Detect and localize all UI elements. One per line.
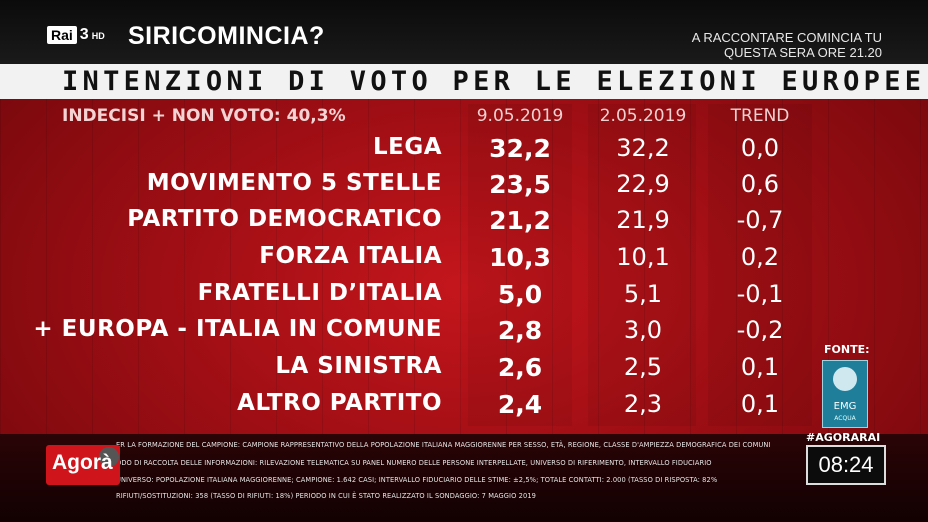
column-header-current: 9.05.2019 xyxy=(476,106,564,126)
party-name: FRATELLI D’ITALIA xyxy=(197,280,442,306)
channel-number: 3 xyxy=(79,26,89,43)
table-row: FRATELLI D’ITALIA 5,0 5,1 -0,1 xyxy=(0,280,928,314)
value-current: 5,0 xyxy=(497,280,543,309)
value-previous: 5,1 xyxy=(623,280,663,308)
promo-line-1: A RACCONTARE COMINCIA TU xyxy=(691,30,882,45)
party-name: LA SINISTRA xyxy=(275,353,442,379)
value-trend: 0,0 xyxy=(740,134,780,162)
methodology-line: ER LA FORMAZIONE DEL CAMPIONE: CAMPIONE … xyxy=(116,440,771,449)
source-logo: EMG ACQUA xyxy=(822,360,868,428)
methodology-line: ODO DI RACCOLTA DELLE INFORMAZIONI: RILE… xyxy=(116,458,712,467)
value-trend: -0,7 xyxy=(736,206,784,234)
value-trend: -0,2 xyxy=(736,316,784,344)
value-previous: 21,9 xyxy=(616,206,670,234)
value-trend: 0,2 xyxy=(740,243,780,271)
value-previous: 22,9 xyxy=(616,170,670,198)
methodology-line: UNIVERSO: POPOLAZIONE ITALIANA MAGGIOREN… xyxy=(116,475,718,484)
value-current: 32,2 xyxy=(489,134,551,163)
party-name: LEGA xyxy=(372,134,442,160)
party-name: PARTITO DEMOCRATICO xyxy=(127,206,442,232)
value-trend: 0,1 xyxy=(740,390,780,418)
show-title: SIRICOMINCIA? xyxy=(128,22,325,50)
table-row: + EUROPA - ITALIA IN COMUNE 2,8 3,0 -0,2 xyxy=(0,316,928,350)
table-row: LA SINISTRA 2,6 2,5 0,1 xyxy=(0,353,928,387)
program-logo-circle xyxy=(99,447,119,467)
program-name: Agorà xyxy=(52,451,113,474)
channel-logo: Rai 3 HD xyxy=(47,26,105,44)
title-band xyxy=(0,64,928,99)
value-current: 10,3 xyxy=(489,243,551,272)
table-row: ALTRO PARTITO 2,4 2,3 0,1 xyxy=(0,390,928,424)
value-previous: 3,0 xyxy=(623,316,663,344)
party-name: FORZA ITALIA xyxy=(259,243,442,269)
hd-label: HD xyxy=(91,31,105,41)
footer-band xyxy=(0,434,928,522)
top-bar xyxy=(0,0,928,64)
column-band-trend xyxy=(708,104,812,426)
value-current: 2,6 xyxy=(497,353,543,382)
table-row: MOVIMENTO 5 STELLE 23,5 22,9 0,6 xyxy=(0,170,928,204)
party-name: + EUROPA - ITALIA IN COMUNE xyxy=(33,316,442,342)
party-name: ALTRO PARTITO xyxy=(237,390,442,416)
value-current: 2,4 xyxy=(497,390,543,419)
party-name: MOVIMENTO 5 STELLE xyxy=(146,170,442,196)
methodology-line: RIFIUTI/SOSTITUZIONI: 358 (TASSO DI RIFI… xyxy=(116,491,536,500)
value-previous: 2,5 xyxy=(623,353,663,381)
source-sub: ACQUA xyxy=(834,415,856,422)
clock-time: 08:24 xyxy=(818,452,874,477)
source-name: EMG xyxy=(833,401,857,412)
column-band-current xyxy=(468,104,572,426)
page-title: INTENZIONI DI VOTO PER LE ELEZIONI EUROP… xyxy=(62,66,926,97)
rai-logo: Rai xyxy=(47,26,77,44)
column-header-previous: 2.05.2019 xyxy=(599,106,687,126)
value-previous: 10,1 xyxy=(616,243,670,271)
table-row: LEGA 32,2 32,2 0,0 xyxy=(0,134,928,168)
value-current: 23,5 xyxy=(489,170,551,199)
value-trend: 0,6 xyxy=(740,170,780,198)
column-band-previous xyxy=(588,104,696,426)
value-current: 21,2 xyxy=(489,206,551,235)
emg-icon xyxy=(833,367,857,391)
clock: 08:24 xyxy=(806,445,886,485)
table-row: FORZA ITALIA 10,3 10,1 0,2 xyxy=(0,243,928,277)
table-row: PARTITO DEMOCRATICO 21,2 21,9 -0,7 xyxy=(0,206,928,240)
promo-text: A RACCONTARE COMINCIA TU QUESTA SERA ORE… xyxy=(692,30,882,60)
promo-line-2: QUESTA SERA ORE 21.20 xyxy=(724,45,882,60)
value-previous: 2,3 xyxy=(623,390,663,418)
value-trend: -0,1 xyxy=(736,280,784,308)
column-header-trend: TREND xyxy=(730,106,790,126)
undecided-label: INDECISI + NON VOTO: 40,3% xyxy=(62,106,346,126)
value-previous: 32,2 xyxy=(616,134,670,162)
hashtag: #AGORARAI xyxy=(806,431,881,444)
value-current: 2,8 xyxy=(497,316,543,345)
value-trend: 0,1 xyxy=(740,353,780,381)
source-label: FONTE: xyxy=(824,343,870,356)
